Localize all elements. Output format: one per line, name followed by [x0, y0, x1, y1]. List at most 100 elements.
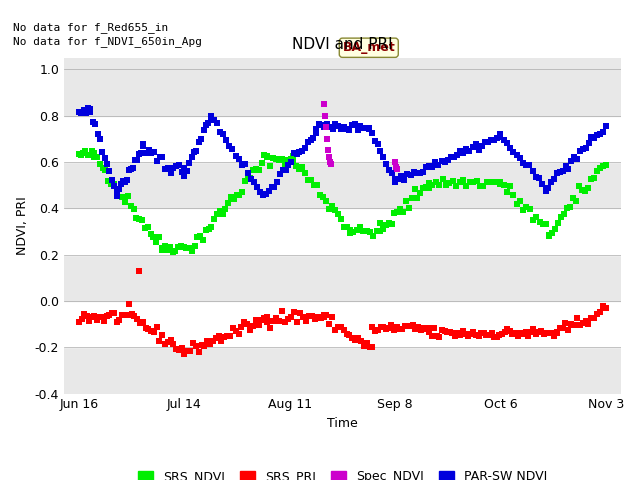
- Point: [553, 219, 563, 227]
- Point: [79, 106, 89, 114]
- Point: [168, 248, 178, 256]
- Point: [510, 330, 520, 337]
- Point: [83, 104, 93, 111]
- Point: [406, 194, 417, 202]
- Point: [120, 198, 131, 206]
- Point: [408, 321, 418, 329]
- Point: [378, 225, 388, 233]
- Point: [243, 169, 253, 177]
- Point: [138, 142, 148, 149]
- Point: [306, 176, 316, 183]
- Point: [413, 323, 423, 331]
- Point: [253, 321, 264, 329]
- Point: [341, 125, 351, 132]
- Point: [261, 191, 271, 198]
- Point: [179, 164, 189, 172]
- Point: [204, 225, 214, 233]
- Point: [321, 123, 331, 131]
- Point: [546, 179, 556, 186]
- Point: [251, 166, 261, 173]
- Point: [447, 177, 458, 185]
- Point: [336, 215, 346, 223]
- Point: [282, 156, 292, 164]
- Point: [378, 323, 388, 331]
- Point: [201, 121, 211, 129]
- Point: [179, 172, 189, 180]
- Point: [76, 109, 86, 117]
- X-axis label: Time: Time: [327, 417, 358, 430]
- Point: [225, 332, 235, 340]
- Point: [368, 232, 378, 240]
- Point: [468, 328, 479, 336]
- Point: [372, 141, 383, 148]
- Point: [595, 164, 605, 172]
- Point: [116, 180, 126, 188]
- Point: [196, 341, 207, 348]
- Point: [452, 329, 463, 337]
- Point: [396, 173, 406, 180]
- Point: [537, 180, 547, 188]
- Point: [173, 347, 184, 354]
- Point: [90, 120, 100, 127]
- Point: [262, 313, 272, 321]
- Point: [205, 114, 216, 121]
- Point: [451, 182, 461, 190]
- Point: [356, 337, 366, 345]
- Point: [268, 317, 278, 324]
- Point: [482, 178, 492, 185]
- Point: [89, 153, 99, 160]
- Point: [321, 197, 332, 205]
- Point: [149, 148, 159, 156]
- Point: [152, 324, 162, 331]
- Point: [324, 204, 334, 212]
- Point: [372, 228, 382, 235]
- Point: [165, 336, 175, 344]
- Point: [204, 119, 214, 126]
- Point: [182, 168, 192, 175]
- Point: [168, 340, 179, 348]
- Bar: [64, 301, 621, 347]
- Point: [589, 174, 599, 181]
- Point: [84, 152, 95, 159]
- Point: [489, 136, 499, 144]
- Point: [326, 160, 336, 168]
- Point: [184, 159, 195, 167]
- Point: [242, 321, 252, 328]
- Point: [224, 142, 234, 149]
- Point: [528, 325, 538, 333]
- Point: [255, 189, 266, 196]
- Point: [561, 319, 571, 327]
- Point: [555, 324, 565, 332]
- Point: [262, 318, 272, 326]
- Point: [344, 331, 355, 339]
- Point: [146, 149, 156, 156]
- Point: [364, 125, 374, 132]
- Point: [308, 134, 319, 142]
- Point: [339, 326, 349, 334]
- Point: [508, 330, 518, 337]
- Point: [283, 315, 293, 323]
- Point: [584, 321, 594, 328]
- Point: [445, 153, 456, 161]
- Point: [312, 313, 323, 321]
- Point: [129, 312, 140, 320]
- Point: [393, 175, 403, 183]
- Point: [154, 153, 164, 161]
- Point: [237, 162, 247, 169]
- Point: [212, 210, 222, 218]
- Point: [391, 163, 401, 170]
- Point: [318, 193, 328, 201]
- Point: [234, 330, 244, 338]
- Point: [572, 155, 582, 162]
- Point: [78, 150, 88, 157]
- Point: [549, 332, 559, 339]
- Point: [205, 113, 216, 120]
- Point: [298, 164, 308, 171]
- Point: [480, 138, 490, 145]
- Point: [367, 129, 377, 137]
- Point: [76, 151, 86, 159]
- Point: [405, 323, 415, 330]
- Point: [102, 160, 112, 168]
- Point: [209, 117, 219, 124]
- Point: [319, 112, 330, 120]
